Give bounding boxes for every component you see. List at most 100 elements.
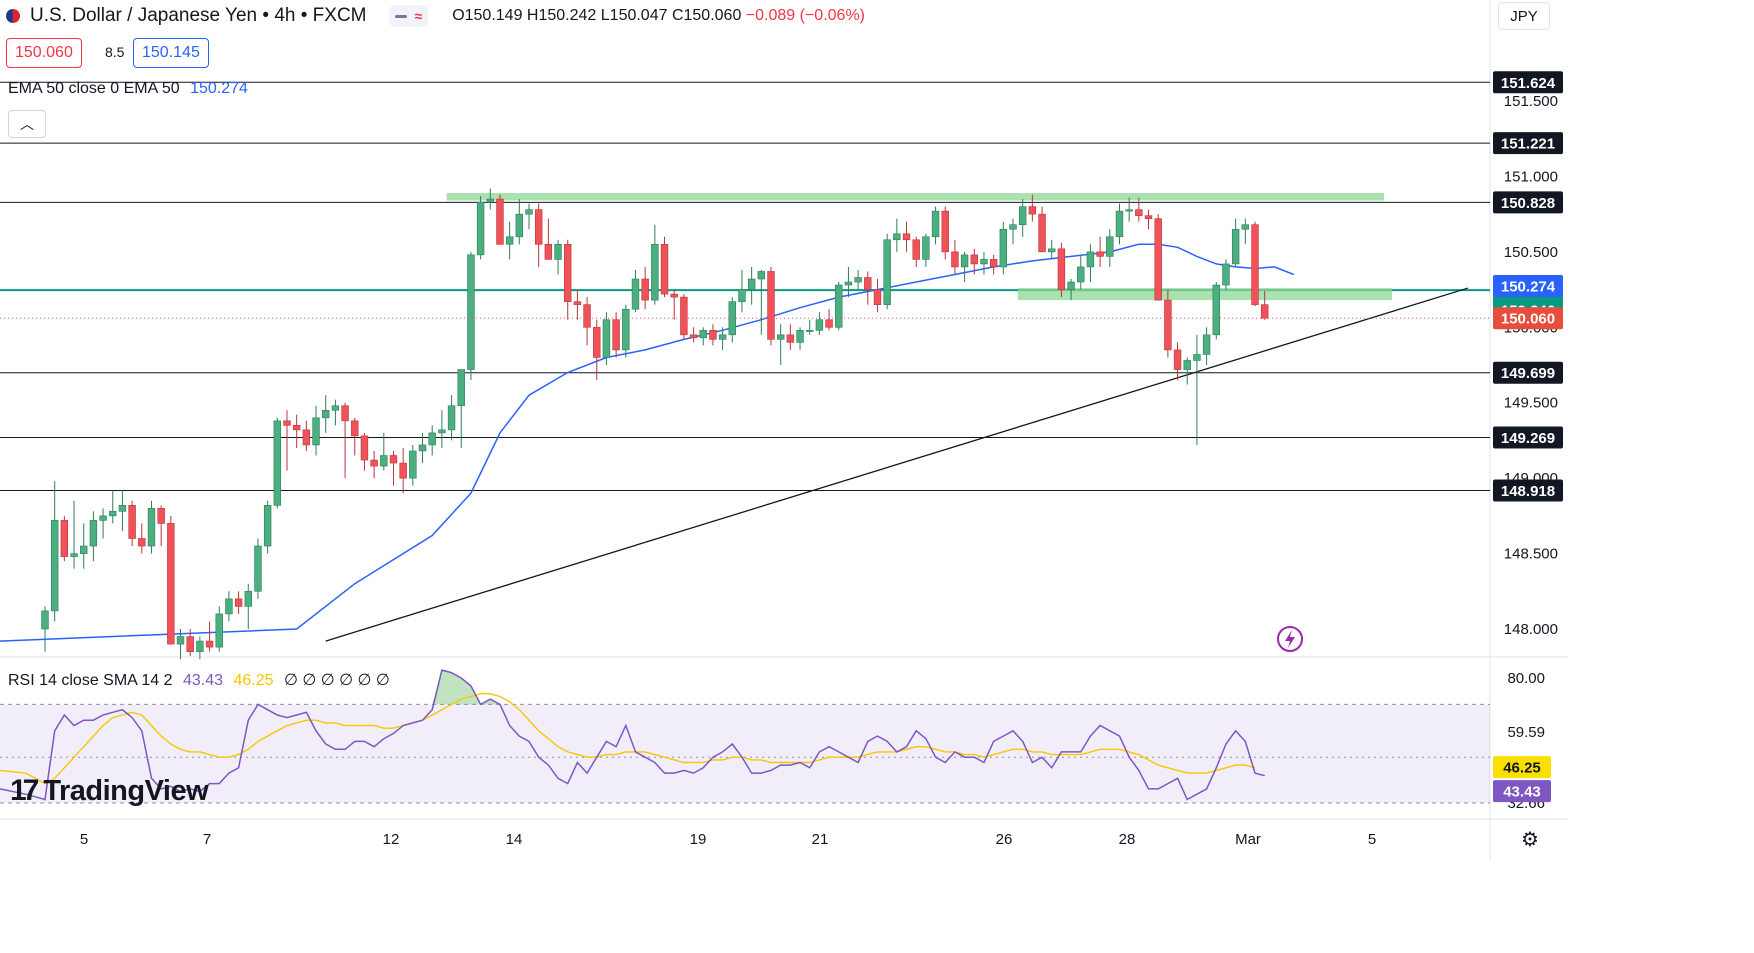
candle[interactable] <box>99 508 107 539</box>
candle[interactable] <box>602 312 611 365</box>
collapse-legend-button[interactable]: ︿ <box>8 110 46 138</box>
candle[interactable] <box>476 196 485 260</box>
candle[interactable] <box>989 254 998 275</box>
candle[interactable] <box>399 447 407 494</box>
candle[interactable] <box>138 523 146 554</box>
candle[interactable] <box>1106 229 1114 267</box>
candle[interactable] <box>1251 221 1259 307</box>
gear-icon[interactable]: ⚙ <box>1521 828 1539 851</box>
candle[interactable] <box>186 629 194 657</box>
candle[interactable] <box>1144 209 1153 230</box>
candle[interactable] <box>631 269 640 313</box>
candle[interactable] <box>670 289 678 320</box>
candle[interactable] <box>389 450 398 486</box>
candle[interactable] <box>999 221 1008 275</box>
candle[interactable] <box>544 218 553 260</box>
candle[interactable] <box>418 432 427 464</box>
candle[interactable] <box>583 297 591 346</box>
candle[interactable] <box>564 239 572 320</box>
candle[interactable] <box>912 236 920 267</box>
candle[interactable] <box>534 203 543 267</box>
candle[interactable] <box>835 282 843 331</box>
candle[interactable] <box>167 515 175 645</box>
candle[interactable] <box>806 319 814 335</box>
candle[interactable] <box>980 251 988 275</box>
candle[interactable] <box>128 500 136 547</box>
candle[interactable] <box>409 444 417 486</box>
candle[interactable] <box>922 233 930 267</box>
candle[interactable] <box>960 251 969 283</box>
candle[interactable] <box>786 324 795 350</box>
candle[interactable] <box>641 266 649 310</box>
candle[interactable] <box>864 271 872 305</box>
rsi-line[interactable] <box>0 669 1265 801</box>
trend-line[interactable] <box>325 287 1469 642</box>
candle[interactable] <box>1202 327 1211 365</box>
candle[interactable] <box>225 591 233 622</box>
flash-icon[interactable] <box>1277 626 1303 652</box>
candle[interactable] <box>1096 236 1104 267</box>
candle[interactable] <box>254 538 262 599</box>
candle[interactable] <box>176 629 185 660</box>
candle[interactable] <box>1057 242 1066 298</box>
candle[interactable] <box>680 294 688 340</box>
candle[interactable] <box>1222 259 1230 290</box>
candle[interactable] <box>89 511 98 562</box>
candle[interactable] <box>147 500 156 554</box>
candle[interactable] <box>467 251 475 381</box>
currency-selector[interactable]: JPY <box>1498 2 1550 30</box>
sell-button[interactable]: 150.060 <box>6 38 82 68</box>
candle[interactable] <box>370 450 378 479</box>
candle[interactable] <box>951 239 959 275</box>
interval-label[interactable]: 4h <box>274 5 296 26</box>
candle[interactable] <box>486 188 494 210</box>
candle[interactable] <box>1212 282 1220 340</box>
candle[interactable] <box>505 221 514 260</box>
candle[interactable] <box>1193 334 1201 445</box>
candle[interactable] <box>1164 289 1172 358</box>
symbol-title[interactable]: U.S. Dollar / Japanese Yen <box>30 5 258 26</box>
candle[interactable] <box>234 591 243 614</box>
candle[interactable] <box>796 327 804 350</box>
candle[interactable] <box>757 269 766 335</box>
candle[interactable] <box>1154 214 1162 301</box>
candle[interactable] <box>1086 244 1095 283</box>
candle[interactable] <box>970 248 978 275</box>
candle[interactable] <box>1135 197 1143 222</box>
candle[interactable] <box>902 221 911 252</box>
candle[interactable] <box>931 206 940 245</box>
candle[interactable] <box>341 402 349 479</box>
candle[interactable] <box>1018 199 1027 237</box>
candle[interactable] <box>593 319 601 381</box>
candle[interactable] <box>844 266 853 298</box>
candle[interactable] <box>515 199 524 245</box>
candle[interactable] <box>1183 357 1191 385</box>
candle[interactable] <box>1077 254 1085 290</box>
candle[interactable] <box>651 224 659 305</box>
ema-legend[interactable]: EMA 50 close 0 EMA 50 150.274 <box>8 80 248 98</box>
candle[interactable] <box>873 279 882 313</box>
candle[interactable] <box>1038 206 1046 253</box>
candle[interactable] <box>709 324 717 346</box>
candle[interactable] <box>1009 218 1017 245</box>
candle[interactable] <box>622 304 630 358</box>
candle[interactable] <box>331 399 340 426</box>
candle[interactable] <box>283 410 291 471</box>
candle[interactable] <box>660 236 669 298</box>
candle[interactable] <box>767 266 775 346</box>
candle[interactable] <box>699 327 707 346</box>
candle[interactable] <box>893 218 901 252</box>
candle[interactable] <box>554 239 562 275</box>
candle[interactable] <box>292 414 301 448</box>
candle[interactable] <box>380 432 388 471</box>
candle[interactable] <box>747 266 756 305</box>
candle[interactable] <box>776 324 785 365</box>
zone-resistance[interactable] <box>446 193 1385 201</box>
candle[interactable] <box>854 269 862 290</box>
candle[interactable] <box>109 490 117 524</box>
candle[interactable] <box>1241 218 1250 245</box>
candle[interactable] <box>573 289 582 320</box>
candle[interactable] <box>60 515 69 562</box>
candle[interactable] <box>447 395 456 441</box>
